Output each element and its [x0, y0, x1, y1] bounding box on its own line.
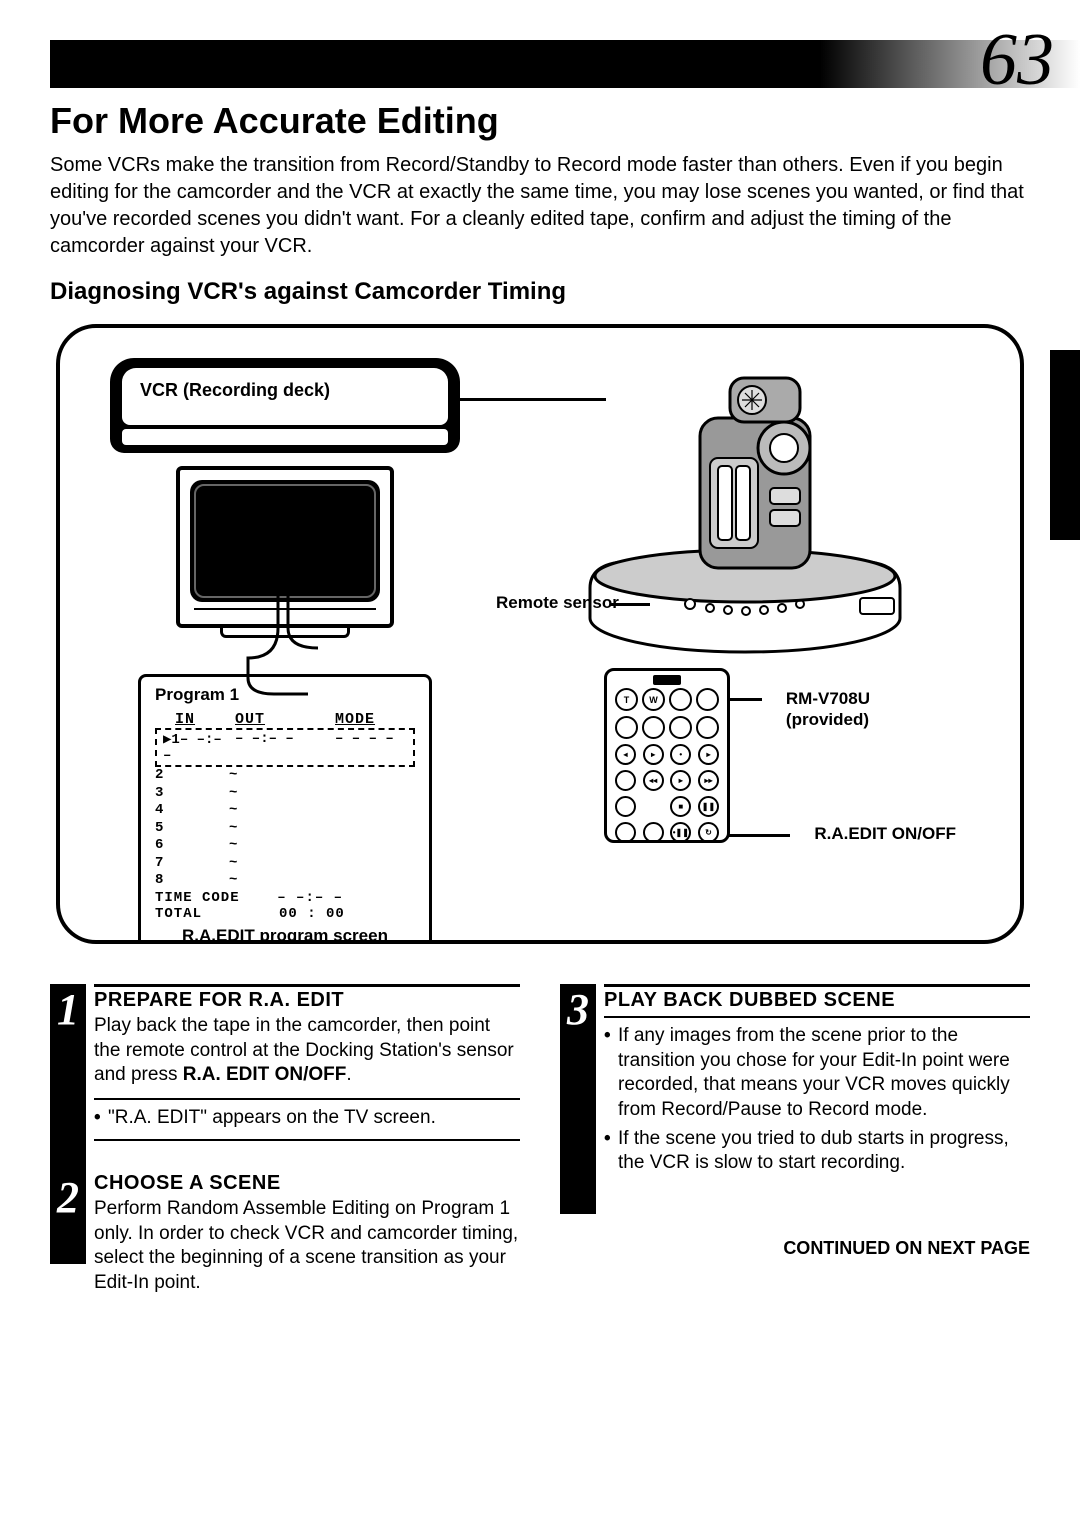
row1-in: ▶1– –:– –: [163, 731, 235, 764]
program-screen: Program 1 IN OUT MODE ▶1– –:– – – –:– – …: [138, 674, 432, 944]
side-tab: [1050, 350, 1080, 540]
step-text-bold: R.A. EDIT ON/OFF: [183, 1064, 347, 1085]
remote-btn: ▸: [698, 744, 719, 765]
remote-btn: ▸: [670, 770, 691, 791]
timecode-val: – –:– –: [277, 890, 343, 906]
remote-btn-w: W: [642, 688, 665, 711]
timecode-label: TIME CODE: [155, 890, 240, 906]
sub-title: Diagnosing VCR's against Camcorder Timin…: [50, 278, 1030, 306]
step-title: CHOOSE A SCENE: [94, 1172, 520, 1195]
remote-btn: ❚❚: [698, 796, 719, 817]
remote-name: RM-V708U: [786, 689, 870, 708]
total-label: TOTAL: [155, 906, 279, 922]
remote-btn: [696, 716, 719, 739]
step-number: 2: [50, 1172, 86, 1220]
remote-btn: ▸▸: [698, 770, 719, 791]
remote-btn-raedit: ↻: [698, 822, 719, 843]
remote-btn: [643, 822, 664, 843]
remote-provided: (provided): [786, 710, 869, 729]
continued-label: CONTINUED ON NEXT PAGE: [560, 1238, 1030, 1259]
remote-btn: ◂: [615, 744, 636, 765]
intro-text: Some VCRs make the transition from Recor…: [50, 152, 1030, 260]
total-val: 00 : 00: [279, 906, 345, 922]
connector-line: [728, 834, 790, 837]
remote-btn: [615, 822, 636, 843]
step-title: PLAY BACK DUBBED SCENE: [604, 989, 1030, 1012]
section-title: For More Accurate Editing: [50, 100, 1030, 142]
col-mode: MODE: [335, 711, 375, 728]
step-number: 1: [50, 984, 86, 1032]
remote-btn: [615, 716, 638, 739]
program-row: 2~: [155, 767, 415, 785]
program-row: 5~: [155, 820, 415, 838]
col-out: OUT: [235, 711, 335, 728]
remote-btn: [669, 688, 692, 711]
remote-btn: ◂◂: [643, 770, 664, 791]
step-3: 3 PLAY BACK DUBBED SCENE If any images f…: [560, 984, 1030, 1214]
connector-line: [728, 698, 762, 701]
remote-btn-t: T: [615, 688, 638, 711]
step-text: Perform Random Assemble Editing on Progr…: [94, 1197, 520, 1296]
step-text: .: [346, 1064, 351, 1085]
col-in: IN: [155, 711, 235, 728]
docking-station-icon: [580, 358, 910, 658]
ra-edit-label: R.A.EDIT ON/OFF: [814, 824, 956, 844]
program-caption: R.A.EDIT program screen: [141, 926, 429, 945]
remote-sensor-label: Remote sensor: [496, 593, 619, 613]
right-column: 3 PLAY BACK DUBBED SCENE If any images f…: [560, 984, 1030, 1320]
program-row: 3~: [155, 785, 415, 803]
remote-btn: ▸: [643, 744, 664, 765]
program-row: 8~: [155, 872, 415, 890]
diagram-box: VCR (Recording deck) Program 1 IN OUT MO…: [56, 324, 1024, 944]
program-row: 7~: [155, 855, 415, 873]
remote-btn: ■: [670, 796, 691, 817]
remote-btn: •: [670, 744, 691, 765]
step-title: PREPARE FOR R.A. EDIT: [94, 989, 520, 1012]
step-bullet: If any images from the scene prior to th…: [604, 1024, 1030, 1123]
program-row: 6~: [155, 837, 415, 855]
connector-line: [610, 603, 650, 606]
step-1: 1 PREPARE FOR R.A. EDIT Play back the ta…: [50, 984, 520, 1154]
step-bullet: If the scene you tried to dub starts in …: [604, 1127, 1030, 1176]
remote-btn: [642, 716, 665, 739]
left-column: 1 PREPARE FOR R.A. EDIT Play back the ta…: [50, 984, 520, 1320]
remote-btn: [615, 770, 636, 791]
vcr-label: VCR (Recording deck): [140, 380, 330, 401]
remote-btn: •❚❚: [670, 822, 691, 843]
remote-btn: [615, 796, 636, 817]
program-row: 4~: [155, 802, 415, 820]
step-2: 2 CHOOSE A SCENE Perform Random Assemble…: [50, 1172, 520, 1302]
remote-btn: [696, 688, 719, 711]
step-number: 3: [560, 984, 596, 1032]
page-header-bar: [50, 40, 1080, 88]
program-title: Program 1: [155, 685, 415, 705]
remote-control-icon: T W ◂ ▸ • ▸: [604, 668, 730, 843]
row1-mode: – – – –: [335, 731, 394, 764]
step-note: "R.A. EDIT" appears on the TV screen.: [94, 1106, 520, 1131]
row1-out: – –:– –: [235, 731, 335, 764]
vcr-deck-icon: [110, 358, 460, 453]
remote-btn: [669, 716, 692, 739]
page-number: 63: [980, 18, 1054, 103]
